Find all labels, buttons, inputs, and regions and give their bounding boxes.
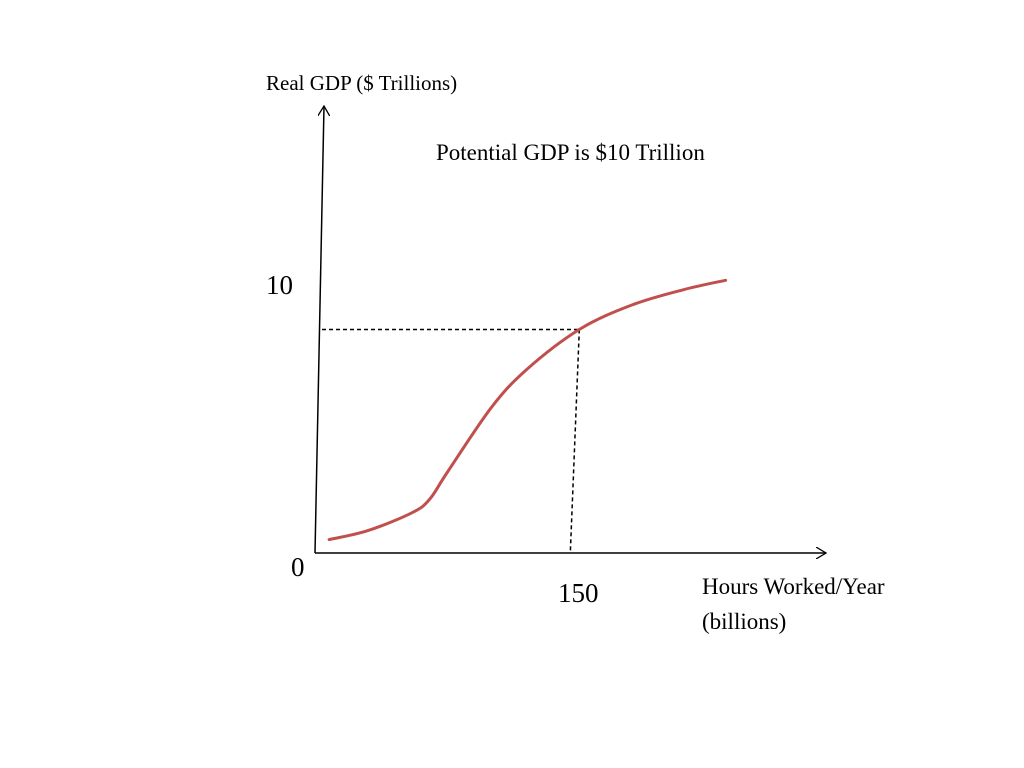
- x-axis-label-line-2: (billions): [702, 609, 786, 634]
- reference-line-vertical: [569, 329, 581, 554]
- production-curve: [327, 278, 728, 542]
- origin-label: 0: [291, 552, 305, 582]
- y-tick-label: 10: [266, 270, 293, 300]
- x-axis-label-line-1: Hours Worked/Year: [702, 574, 885, 599]
- y-axis-label: Real GDP ($ Trillions): [266, 71, 457, 95]
- y-axis: [314, 106, 324, 554]
- x-tick-label: 150: [558, 578, 599, 608]
- annotation: Potential GDP is $10 Trillion: [436, 140, 705, 165]
